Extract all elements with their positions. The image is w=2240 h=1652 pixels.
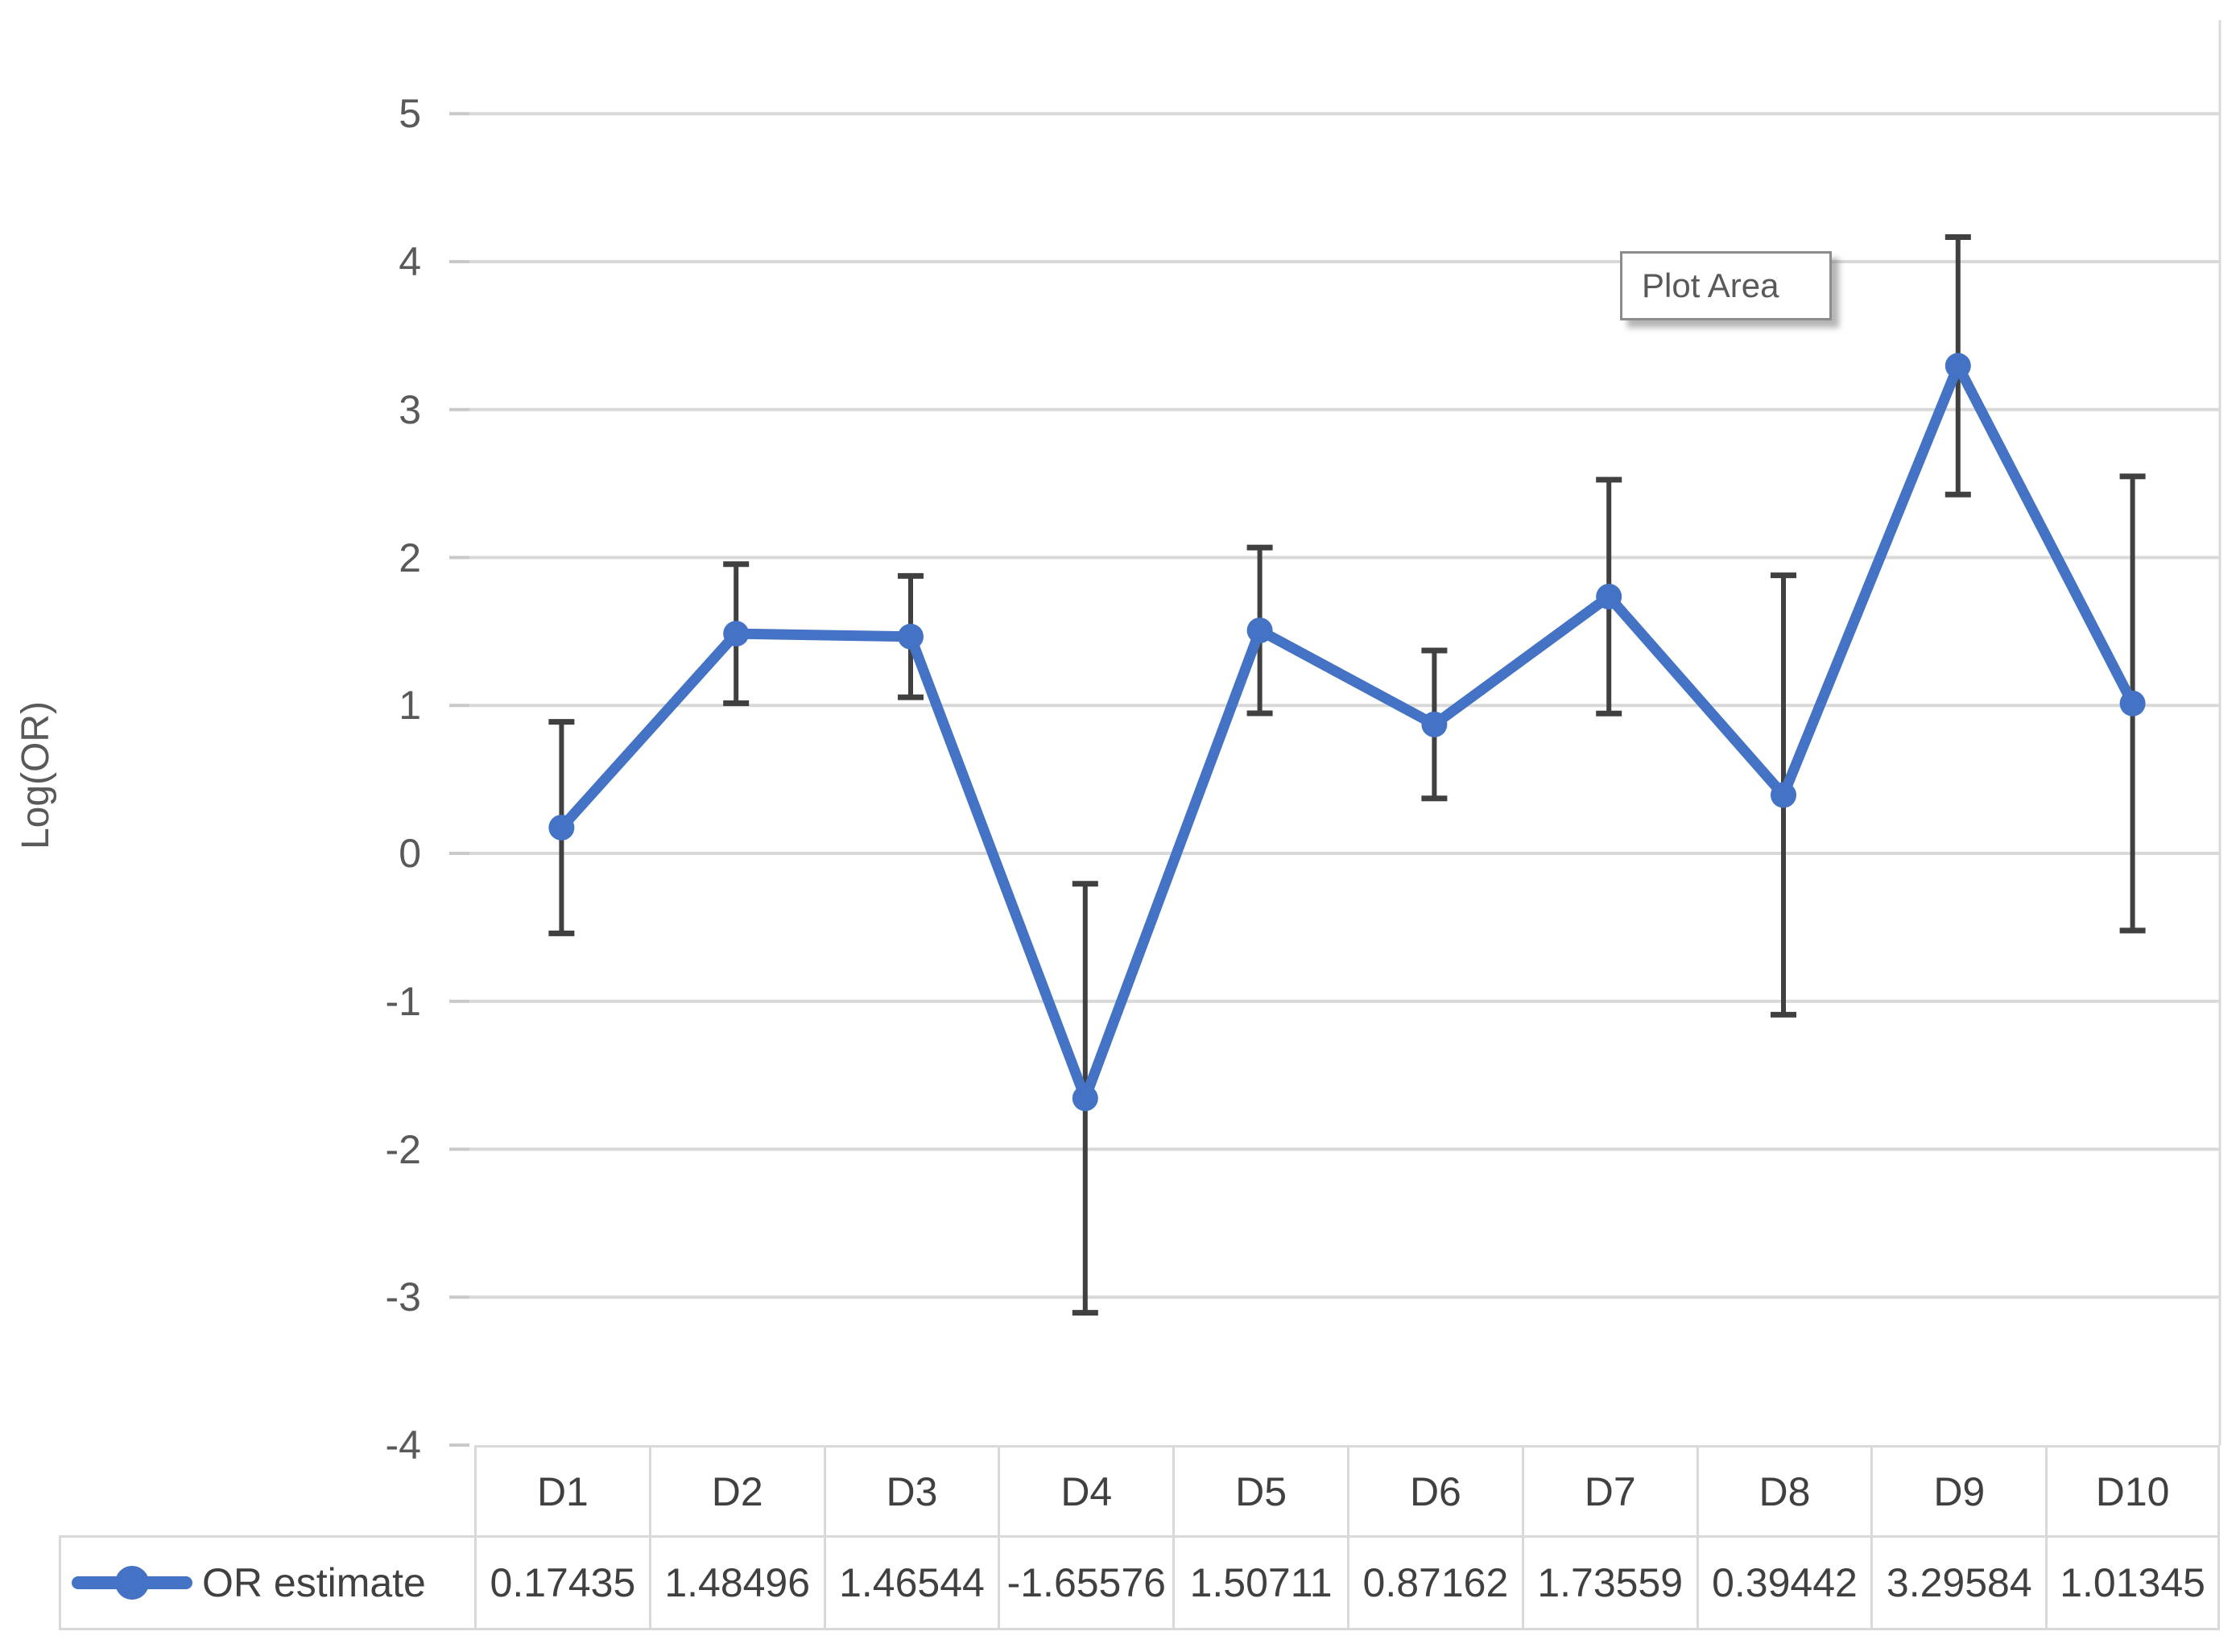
table-value-cell: 1.50711 bbox=[1172, 1535, 1347, 1630]
table-legend-cell: OR estimate bbox=[59, 1535, 474, 1630]
table-value-cell: 0.87162 bbox=[1347, 1535, 1522, 1630]
y-axis-tick-label: 2 bbox=[399, 535, 421, 580]
plot-area-tooltip: Plot Area bbox=[1620, 251, 1832, 320]
table-value-cell: 1.48496 bbox=[648, 1535, 824, 1630]
y-axis-tick-label: -4 bbox=[385, 1423, 421, 1468]
plot-area-tooltip-label: Plot Area bbox=[1642, 266, 1779, 304]
table-value-cell: 1.01345 bbox=[2045, 1535, 2220, 1630]
table-value-cell: 1.46544 bbox=[823, 1535, 998, 1630]
table-category-header: D2 bbox=[648, 1445, 824, 1535]
data-point-marker[interactable] bbox=[898, 623, 924, 650]
data-point-marker[interactable] bbox=[1771, 782, 1796, 808]
table-blank-cell bbox=[59, 1445, 474, 1535]
table-category-header: D6 bbox=[1347, 1445, 1522, 1535]
data-point-marker[interactable] bbox=[1246, 617, 1273, 644]
table-value-cell: 0.39442 bbox=[1696, 1535, 1871, 1630]
y-axis-tick-label: -2 bbox=[385, 1126, 421, 1172]
data-point-marker[interactable] bbox=[1072, 1085, 1098, 1112]
y-axis-tick-label: 3 bbox=[399, 386, 421, 432]
series-line[interactable] bbox=[556, 360, 2139, 1104]
data-point-marker[interactable] bbox=[723, 621, 750, 647]
table-category-header: D1 bbox=[474, 1445, 649, 1535]
data-point-marker[interactable] bbox=[1945, 353, 1971, 379]
data-point-marker[interactable] bbox=[2119, 690, 2146, 717]
y-axis-tick-label: -3 bbox=[385, 1274, 421, 1320]
y-axis-tick-label: 0 bbox=[399, 831, 421, 876]
legend-series-label: OR estimate bbox=[202, 1560, 426, 1605]
table-category-header: D10 bbox=[2045, 1445, 2220, 1535]
y-axis-title: Log(OR) bbox=[14, 700, 57, 850]
table-category-header: D7 bbox=[1521, 1445, 1697, 1535]
legend-key-icon bbox=[72, 1566, 192, 1600]
table-value-cell: 0.17435 bbox=[474, 1535, 649, 1630]
table-category-header: D3 bbox=[823, 1445, 998, 1535]
data-point-marker[interactable] bbox=[548, 814, 575, 840]
data-table[interactable]: D1 D2 D3 D4 D5 D6 D7 D8 D9 D10 OR estimate 0.17435 1… bbox=[59, 1445, 2220, 1630]
y-axis-tick-label: -1 bbox=[385, 978, 421, 1024]
data-point-marker[interactable] bbox=[1596, 584, 1622, 610]
table-value-cell: -1.65576 bbox=[998, 1535, 1173, 1630]
table-value-cell: 3.29584 bbox=[1870, 1535, 2046, 1630]
table-category-header: D5 bbox=[1172, 1445, 1347, 1535]
table-category-header: D8 bbox=[1696, 1445, 1871, 1535]
table-value-cell: 1.73559 bbox=[1521, 1535, 1697, 1630]
data-point-marker[interactable] bbox=[1421, 711, 1448, 737]
y-axis-tick-label: 1 bbox=[399, 683, 421, 729]
table-category-header: D4 bbox=[998, 1445, 1173, 1535]
table-category-header: D9 bbox=[1870, 1445, 2046, 1535]
y-axis-tick-label: 5 bbox=[399, 91, 421, 137]
y-axis-tick-label: 4 bbox=[399, 239, 421, 284]
